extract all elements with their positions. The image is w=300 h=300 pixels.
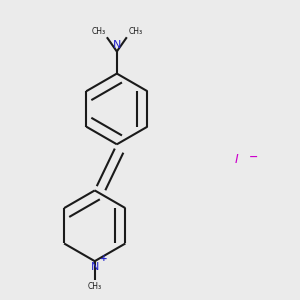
Text: CH₃: CH₃ bbox=[88, 282, 102, 291]
Text: N: N bbox=[91, 262, 99, 272]
Text: I: I bbox=[235, 153, 239, 166]
Text: CH₃: CH₃ bbox=[128, 27, 142, 36]
Text: +: + bbox=[100, 254, 108, 263]
Text: −: − bbox=[249, 152, 258, 162]
Text: N: N bbox=[113, 40, 121, 50]
Text: CH₃: CH₃ bbox=[91, 27, 105, 36]
